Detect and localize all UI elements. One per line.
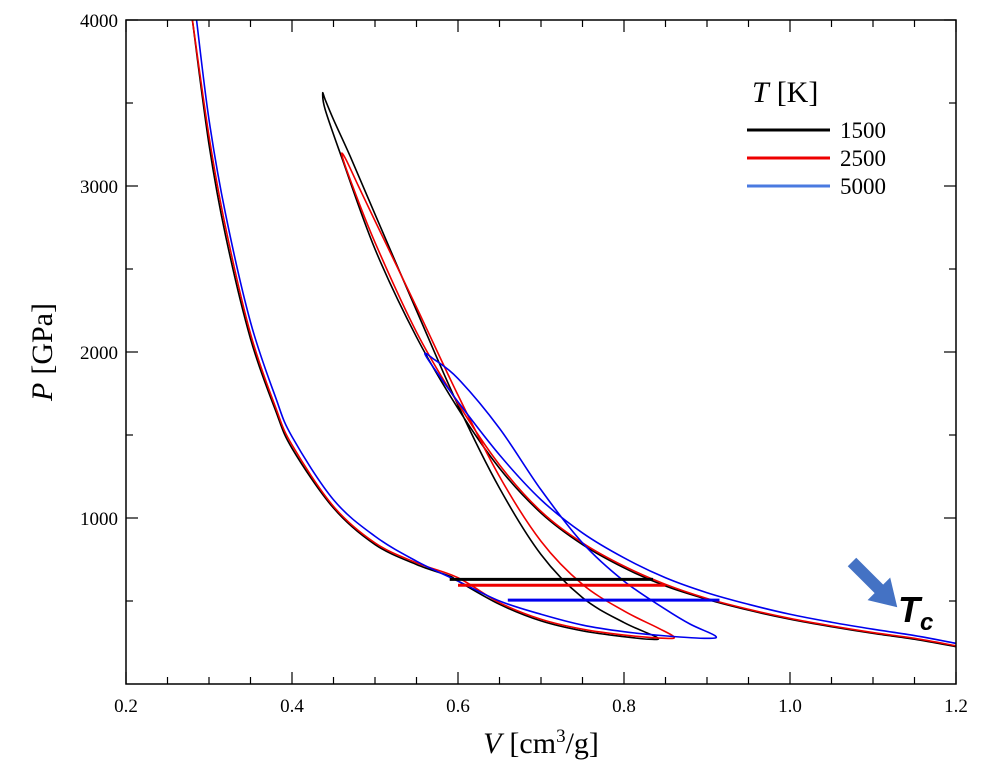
isotherm-2500 [191,20,956,647]
x-axis-label: V [cm3/g] [483,726,599,760]
x-tick-label: 0.2 [114,696,138,717]
x-tick-label: 0.6 [446,696,470,717]
legend-label-1500: 1500 [840,118,886,143]
isotherm-5000 [195,20,956,645]
isotherm-curves [191,20,956,648]
tie-lines [449,577,720,602]
x-tick-label: 0.4 [280,696,304,717]
legend: T [K] 1500 2500 5000 [747,76,886,199]
y-tick-label: 1000 [80,509,118,530]
x-tick-label: 0.8 [612,696,636,717]
legend-label-2500: 2500 [840,146,886,171]
isotherm-1500 [191,20,956,648]
legend-label-5000: 5000 [840,174,886,199]
x-tick-label: 1.2 [944,696,968,717]
y-tick-label: 3000 [80,177,118,198]
x-tick-label: 1.0 [778,696,802,717]
legend-title: T [K] [752,76,818,109]
axis-ticks: 0.2 0.4 0.6 0.8 1.0 1.2 1000 2000 3000 4000 [80,11,968,717]
y-axis-label: P[GPa] [26,303,59,402]
y-tick-label: 4000 [80,11,118,32]
tc-arrow-icon [847,557,898,608]
y-tick-label: 2000 [80,343,118,364]
tc-annotation: Tc [847,557,933,636]
tc-label: Tc [898,589,933,636]
